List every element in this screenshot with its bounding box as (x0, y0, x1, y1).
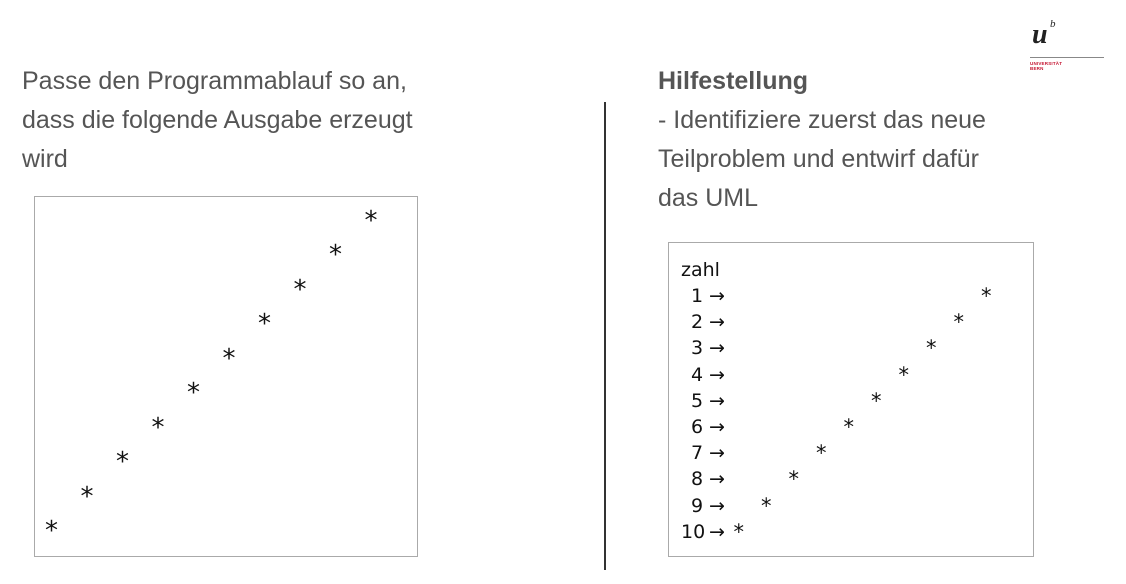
uml-row-number: 6 (691, 416, 704, 438)
hint-line-1: - Identifiziere zuerst das neue (658, 106, 986, 134)
logo-letter: u (1032, 19, 1048, 50)
hint-line-2: Teilproblem und entwirf dafür (658, 145, 979, 173)
uml-row-arrow: → (709, 285, 725, 307)
uml-row-star: * (816, 441, 827, 466)
output-star: * (364, 205, 378, 236)
output-star: * (187, 378, 200, 408)
uml-row-star: * (788, 467, 800, 492)
output-star: * (293, 274, 307, 305)
uml-row-star: * (953, 310, 965, 335)
uml-row-star: * (981, 284, 992, 308)
task-line-1: Passe den Programmablauf so an, (22, 67, 407, 95)
uml-row-arrow: → (709, 442, 725, 465)
uml-row-star: * (898, 362, 910, 387)
output-star: * (151, 412, 165, 443)
uml-row-arrow: → (709, 520, 725, 543)
output-star: * (222, 343, 236, 374)
hint-title: Hilfestellung (658, 67, 809, 95)
uml-row-star: * (926, 336, 937, 361)
uml-row-number: 2 (691, 311, 704, 334)
uml-row-number: 4 (691, 363, 704, 386)
uml-row-star: * (733, 519, 745, 544)
uml-header: zahl (681, 259, 720, 281)
logo-divider (1030, 57, 1104, 58)
uml-row-arrow: → (709, 468, 725, 491)
output-star: * (329, 240, 342, 270)
hint-line-3: das UML (658, 184, 759, 212)
uml-row-number: 3 (691, 337, 704, 360)
uml-row-star: * (761, 493, 772, 518)
task-line-3: wird (22, 145, 68, 173)
logo-text: UNIVERSITÄT BERN (1030, 61, 1063, 71)
uml-row-number: 5 (691, 389, 704, 412)
uml-row-arrow: → (709, 363, 725, 386)
uml-row-arrow: → (709, 337, 725, 360)
uml-row-arrow: → (709, 311, 725, 334)
output-star: * (45, 516, 58, 546)
uml-hint-box: zahl 1 → * 2 → * 3 → * 4 → * 5 → * 6 → * 7 → * 8 → * 9 → * 10 → * (668, 242, 1034, 557)
uml-row-number: 9 (691, 494, 704, 517)
expected-output-box: * * * * * * * * * * (34, 196, 418, 557)
output-star: * (116, 447, 129, 477)
output-star: * (80, 481, 94, 512)
hint-text: Hilfestellung - Identifiziere zuerst das… (658, 62, 1058, 218)
uml-row-number: 8 (691, 468, 704, 491)
uml-row-star: * (843, 415, 855, 439)
uml-row-number: 1 (691, 285, 704, 307)
university-logo: u b UNIVERSITÄT BERN (1030, 18, 1104, 84)
uml-row-star: * (871, 388, 882, 413)
vertical-divider (604, 102, 606, 570)
uml-row-arrow: → (709, 416, 725, 438)
uml-row-arrow: → (709, 389, 725, 412)
logo-superscript: b (1050, 18, 1056, 30)
task-line-2: dass die folgende Ausgabe erzeugt (22, 106, 413, 134)
uml-row-number: 10 (681, 520, 706, 543)
output-star: * (258, 309, 271, 339)
uml-row-arrow: → (709, 494, 725, 517)
uml-row-number: 7 (691, 442, 704, 465)
task-text: Passe den Programmablauf so an, dass die… (22, 62, 602, 179)
